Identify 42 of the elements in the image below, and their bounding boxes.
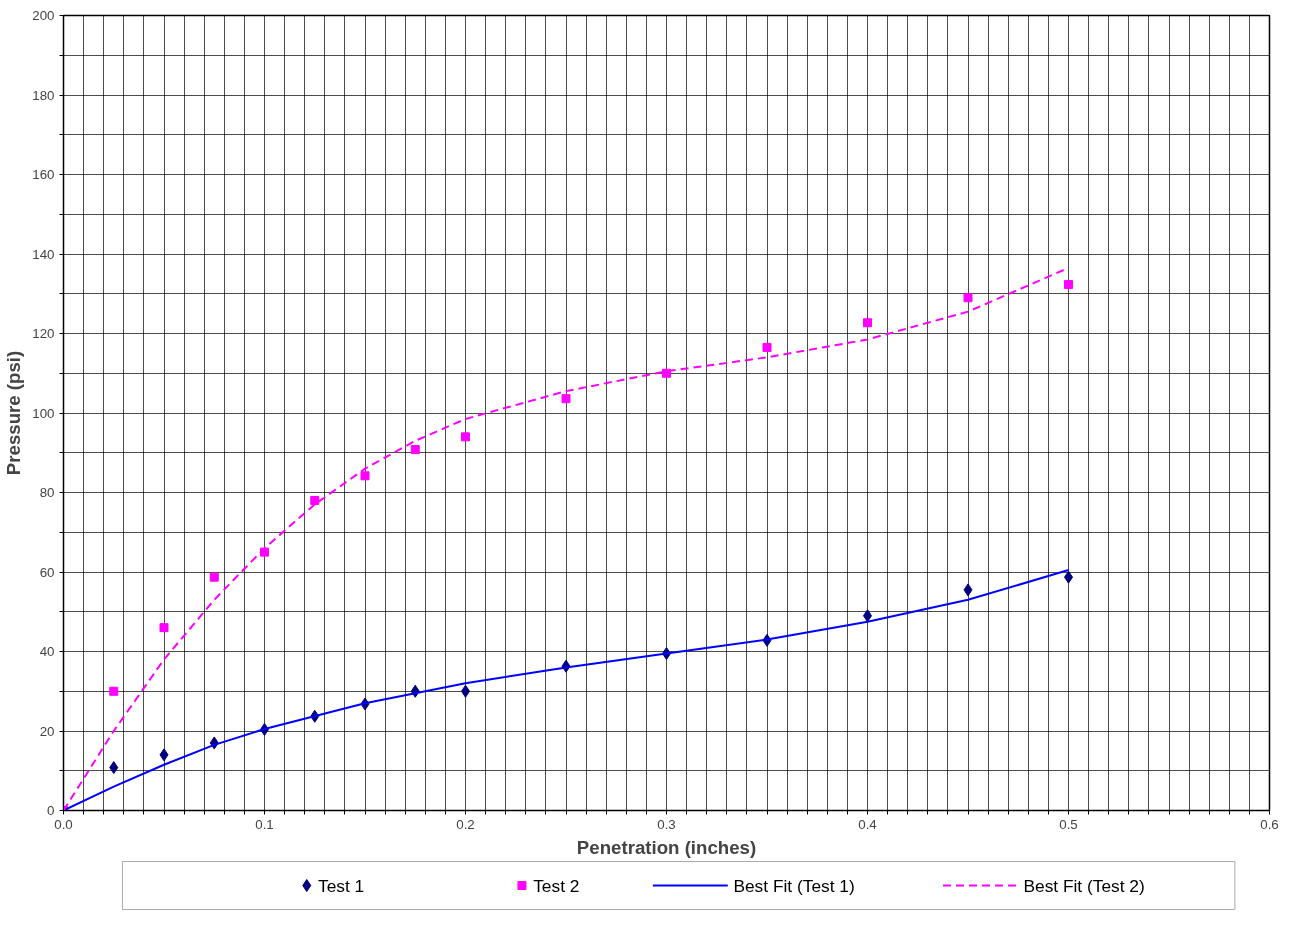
x-tick-label: 0.0 — [54, 816, 73, 832]
point — [310, 495, 320, 505]
y-tick-label: 120 — [32, 326, 55, 341]
point — [963, 583, 973, 597]
y-axis-title: Pressure (psi) — [3, 350, 25, 476]
y-tick-label: 180 — [32, 87, 55, 103]
point — [159, 623, 169, 633]
point — [260, 547, 269, 557]
legend-label: Test 1 — [317, 875, 365, 896]
y-tick-label: 160 — [32, 167, 55, 182]
y-tick-label: 60 — [39, 564, 55, 580]
point — [963, 293, 973, 303]
point — [109, 761, 119, 775]
y-tick-label: 200 — [32, 8, 55, 23]
x-tick-label: 0.5 — [1059, 816, 1078, 832]
y-tick-label: 0 — [47, 803, 55, 818]
point — [561, 394, 571, 404]
x-tick-label: 0.3 — [657, 816, 676, 832]
legend-label: Test 2 — [533, 875, 580, 896]
legend-label: Best Fit (Test 2) — [1023, 875, 1145, 896]
point — [863, 318, 872, 328]
point — [461, 432, 470, 442]
y-tick-label: 100 — [32, 405, 55, 421]
y-tick-label: 40 — [39, 644, 55, 659]
point — [762, 342, 772, 352]
y-tick-label: 20 — [39, 723, 55, 739]
point — [662, 368, 671, 378]
y-tick-label: 140 — [32, 246, 55, 262]
point — [360, 471, 370, 481]
x-tick-label: 0.6 — [1260, 816, 1279, 832]
x-tick-label: 0.1 — [255, 816, 274, 832]
point — [159, 748, 169, 762]
x-tick-label: 0.2 — [456, 816, 475, 832]
x-axis-title: Penetration (inches) — [576, 836, 757, 858]
point — [109, 686, 119, 696]
x-tick-label: 0.4 — [858, 816, 878, 832]
line-series — [63, 266, 1070, 811]
legend-label: Best Fit (Test 1) — [733, 875, 855, 896]
point — [410, 445, 420, 455]
point — [209, 572, 219, 582]
point — [1064, 280, 1073, 290]
y-tick-label: 80 — [39, 485, 55, 500]
